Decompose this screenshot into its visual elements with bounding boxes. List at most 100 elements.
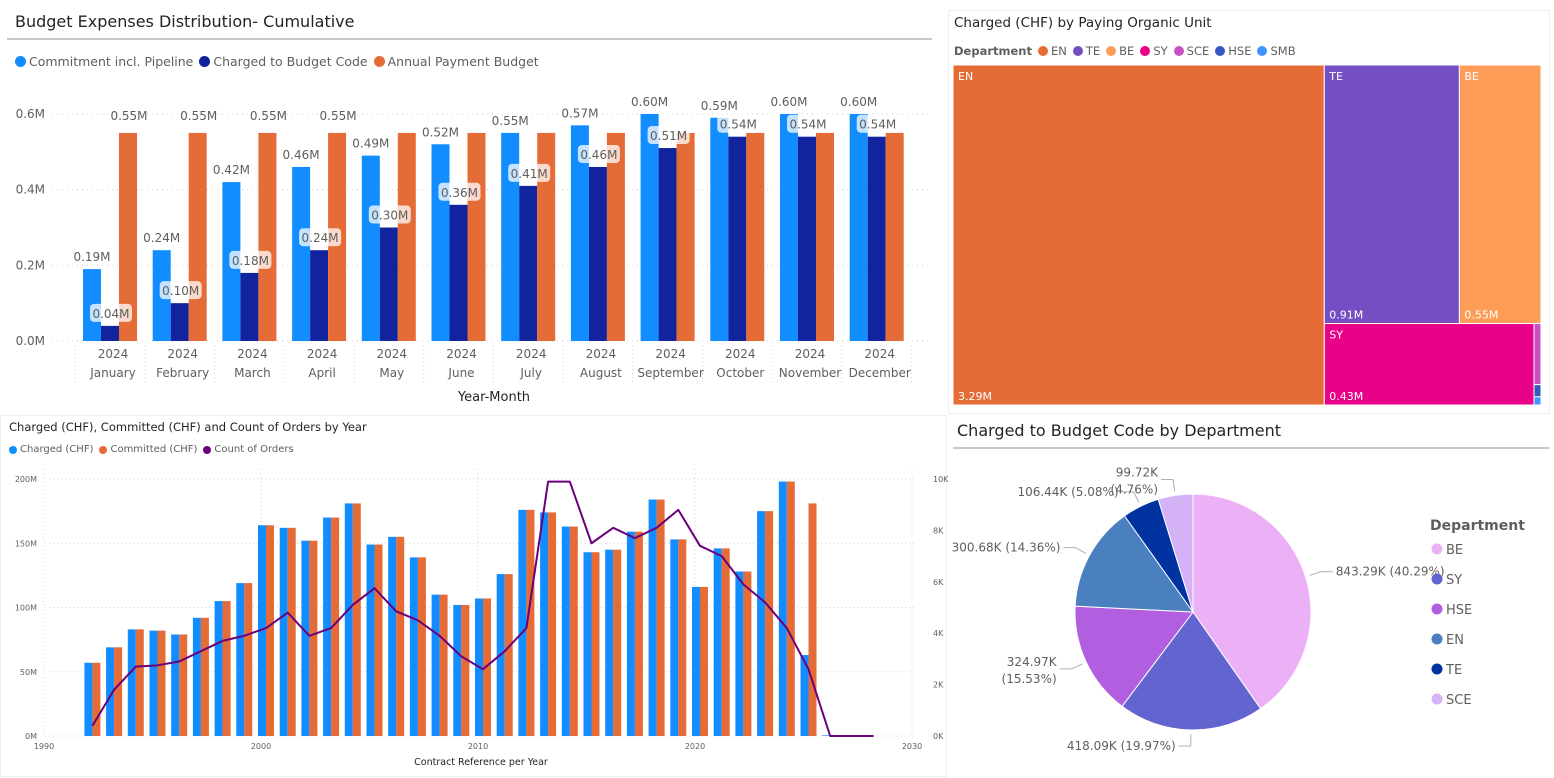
data-label-background (717, 114, 760, 133)
data-label-commitment: 0.60M (840, 95, 877, 109)
bar-committed (287, 527, 296, 736)
bar-charged (192, 617, 201, 736)
data-label-background (647, 126, 690, 145)
legend-label: Committed (CHF) (110, 444, 198, 455)
x-tick-month: January (89, 366, 136, 380)
bar-charged (171, 634, 180, 736)
x-axis-title: Contract Reference per Year (414, 757, 548, 768)
bar-charged (431, 594, 440, 736)
bar-charged-to-budget-code (101, 325, 119, 341)
legend-item[interactable]: SMB (1257, 44, 1296, 58)
legend-label: HSE (1228, 44, 1252, 58)
data-label-commitment: 0.59M (701, 99, 738, 113)
bar-committed (765, 511, 774, 736)
bar-committed (266, 525, 274, 736)
leader-line (1063, 547, 1087, 554)
bar-charged (258, 525, 266, 736)
leader-line (1121, 491, 1140, 503)
bar-committed (483, 598, 491, 736)
legend-item[interactable]: SCE (1173, 44, 1209, 58)
data-label-commitment: 0.46M (283, 148, 320, 162)
bar-committed (808, 503, 817, 736)
bar-charged (323, 517, 332, 736)
legend-item[interactable]: Annual Payment Budget (373, 54, 539, 69)
bar-committed (200, 617, 209, 736)
x-tick-month: November (779, 366, 841, 380)
y-tick-label: 0.6M (16, 107, 45, 121)
data-label-commitment: 0.24M (143, 231, 180, 245)
treemap-tile-value: 0.55M (1464, 309, 1498, 322)
pie-data-label: 99.72K (4.76%) (1111, 465, 1160, 496)
bar-commitment-incl-pipeline (501, 132, 520, 341)
bar-committed (135, 629, 144, 736)
bar-committed (548, 512, 557, 736)
budget-expenses-chart: 0.0M 0.2M 0.4M 0.6M 0.19M 0.04M 0.55M 2024 Janua… (16, 95, 930, 405)
treemap-legend: Department EN TE BE SY SCE HSE SMB (954, 44, 1302, 58)
pie-slice-en (1074, 515, 1195, 613)
bar-committed (678, 539, 687, 736)
treemap-title: Charged (CHF) by Paying Organic Unit (954, 15, 1212, 31)
data-label-charged: 0.54M (720, 118, 757, 132)
leader-line (1178, 733, 1192, 747)
data-label-charged: 0.24M (302, 231, 339, 245)
y2-tick-label: 6K (933, 578, 944, 587)
bar-committed (569, 526, 578, 736)
pie-legend-label: BE (1446, 543, 1463, 558)
data-label-budget: 0.55M (250, 109, 287, 123)
data-label-charged: 0.18M (232, 254, 269, 268)
x-tick-year: 2024 (795, 347, 826, 361)
y2-tick-label: 2K (933, 681, 944, 690)
legend-label: EN (1050, 44, 1067, 58)
bar-charged (822, 735, 831, 736)
leader-line (1059, 663, 1083, 670)
pie-slice-sce (1157, 493, 1194, 613)
legend-label: BE (1119, 44, 1135, 58)
y2-tick-label: 8K (933, 526, 944, 535)
bar-charged (561, 526, 570, 736)
pie-pct-label: (4.76%) (1111, 482, 1158, 496)
legend-marker-icon (1431, 603, 1443, 615)
bar-commitment-incl-pipeline (431, 144, 450, 341)
bar-annual-payment-budget (397, 132, 416, 341)
bar-commitment-incl-pipeline (570, 125, 589, 341)
bar-committed (591, 552, 600, 736)
bar-committed (396, 536, 405, 736)
data-label-background (787, 114, 829, 133)
legend-item[interactable]: Commitment incl. Pipeline (15, 54, 193, 69)
orders-by-year-legend: Charged (CHF) Committed (CHF) Count of Ord… (9, 444, 300, 455)
legend-item[interactable]: SY (1140, 44, 1168, 58)
pie-legend-label: SCE (1446, 693, 1472, 708)
budget-expenses-title: Budget Expenses Distribution- Cumulative (15, 12, 355, 31)
data-label-background (90, 303, 132, 322)
x-tick-label: 2000 (251, 742, 271, 751)
x-tick-month: August (580, 366, 622, 380)
data-label-commitment: 0.52M (422, 125, 459, 139)
bar-committed (244, 583, 253, 736)
bar-annual-payment-budget (467, 132, 486, 341)
pie-data-label: 843.29K (40.29%) (1336, 565, 1445, 579)
orders-by-year-panel: Charged (CHF), Committed (CHF) and Count… (0, 415, 949, 777)
data-label-commitment: 0.60M (631, 95, 668, 109)
pie-pct-label: (19.97%) (1117, 739, 1176, 753)
bar-charged (279, 527, 288, 736)
legend-item[interactable]: Charged to Budget Code (199, 54, 368, 69)
legend-item[interactable]: TE (1072, 44, 1100, 58)
bar-charged (388, 536, 397, 736)
legend-marker-icon (1431, 573, 1443, 585)
data-label-background (856, 114, 899, 133)
pie-legend-label: EN (1446, 633, 1464, 648)
data-label-commitment: 0.42M (213, 163, 250, 177)
legend-item[interactable]: Count of Orders (203, 444, 294, 455)
legend-item[interactable]: Committed (CHF) (99, 444, 197, 455)
legend-item[interactable]: EN (1037, 44, 1067, 58)
legend-item[interactable]: Charged (CHF) (9, 444, 93, 455)
bar-charged (605, 549, 614, 736)
legend-item[interactable]: BE (1106, 44, 1134, 58)
legend-item[interactable]: HSE (1215, 44, 1251, 58)
treemap-tile-te (1323, 64, 1460, 325)
bar-charged-to-budget-code (588, 166, 607, 341)
legend-marker-icon (1215, 46, 1226, 56)
bar-charged (453, 604, 462, 736)
treemap-panel: Charged (CHF) by Paying Organic Unit Dep… (948, 10, 1550, 414)
pie-legend-label: SY (1446, 573, 1462, 588)
